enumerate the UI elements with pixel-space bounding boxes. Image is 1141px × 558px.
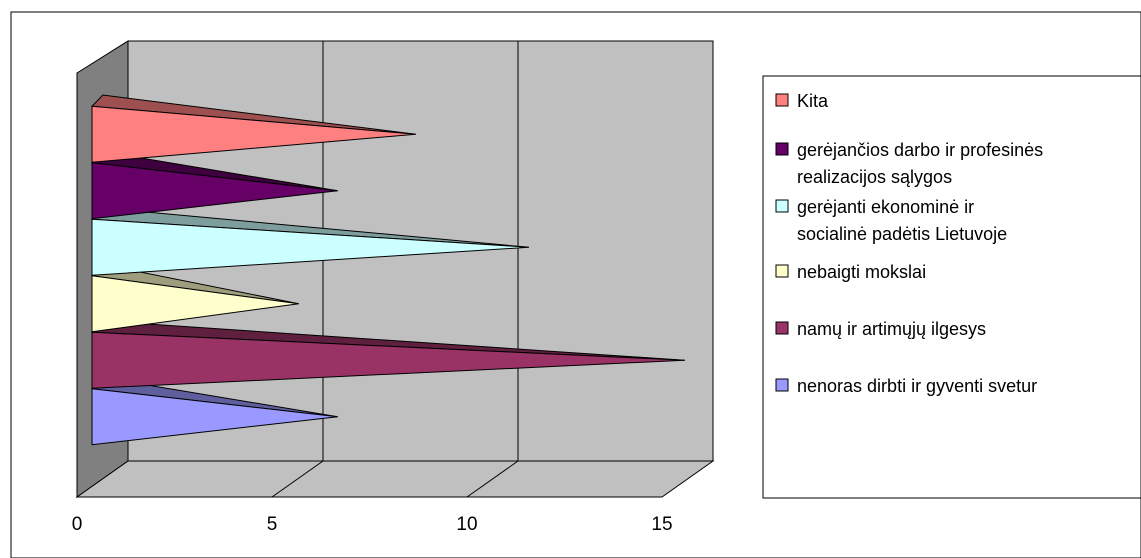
- x-tick-label: 10: [456, 514, 477, 535]
- floor: [77, 461, 713, 497]
- x-tick-label: 5: [267, 514, 278, 535]
- legend-swatch: [776, 200, 788, 212]
- legend-swatch: [776, 379, 788, 391]
- legend-swatch: [776, 143, 788, 155]
- legend-label: socialinė padėtis Lietuvoje: [797, 224, 1007, 244]
- legend-label: namų ir artimųjų ilgesys: [797, 319, 986, 339]
- x-tick-label: 0: [72, 514, 83, 535]
- legend-label: nenoras dirbti ir gyventi svetur: [797, 376, 1037, 396]
- legend-swatch: [776, 94, 788, 106]
- legend-label: gerėjančios darbo ir profesinės: [797, 140, 1043, 160]
- legend-label: Kita: [797, 91, 829, 111]
- legend-label: realizacijos sąlygos: [797, 167, 952, 187]
- legend-item: nenoras dirbti ir gyventi svetur: [776, 376, 1037, 396]
- x-tick-label: 15: [651, 514, 672, 535]
- legend-item: nebaigti mokslai: [776, 262, 926, 282]
- legend-swatch: [776, 322, 788, 334]
- legend-swatch: [776, 265, 788, 277]
- legend: Kita gerėjančios darbo ir profesinės reali…: [763, 76, 1141, 498]
- legend-label: nebaigti mokslai: [797, 262, 926, 282]
- legend-label: gerėjanti ekonominė ir: [797, 197, 974, 217]
- plot-area: 0 5 10 15: [72, 41, 713, 535]
- legend-item: namų ir artimųjų ilgesys: [776, 319, 986, 339]
